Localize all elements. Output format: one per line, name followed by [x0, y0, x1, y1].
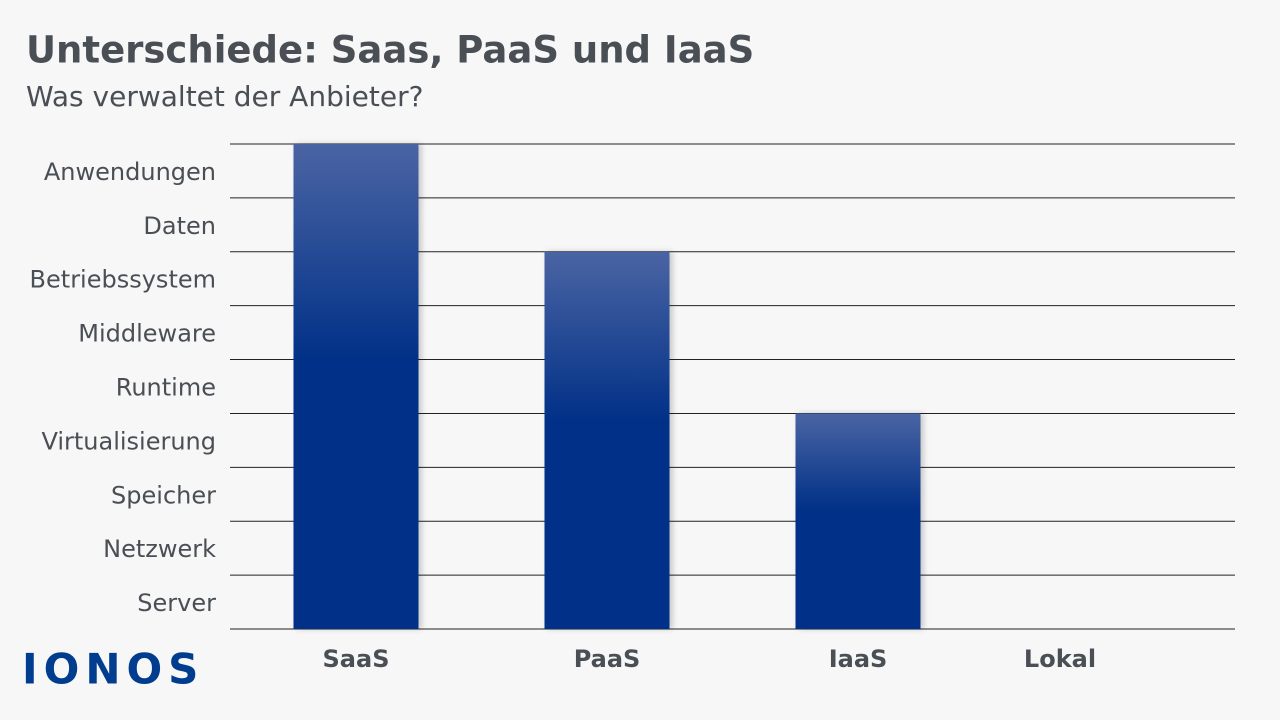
y-tick-label: Speicher — [111, 481, 216, 509]
bar — [544, 251, 670, 629]
y-tick-label: Virtualisierung — [41, 427, 216, 455]
bar — [293, 144, 419, 629]
y-tick-label: Server — [137, 589, 216, 617]
chart-title: Unterschiede: Saas, PaaS und IaaS — [26, 29, 754, 72]
bar — [795, 413, 921, 629]
y-tick-label: Middleware — [78, 320, 216, 348]
x-tick-label: Lokal — [1024, 645, 1096, 673]
x-tick-label: SaaS — [323, 645, 390, 673]
y-tick-label: Anwendungen — [44, 158, 216, 186]
x-tick-label: IaaS — [829, 645, 888, 673]
y-tick-label: Betriebssystem — [30, 266, 216, 294]
x-tick-label: PaaS — [574, 645, 641, 673]
logo: IONOS — [22, 645, 204, 694]
chart-subtitle: Was verwaltet der Anbieter? — [26, 80, 423, 113]
y-tick-label: Runtime — [116, 374, 216, 402]
y-tick-label: Netzwerk — [103, 535, 216, 563]
y-tick-label: Daten — [143, 212, 216, 240]
